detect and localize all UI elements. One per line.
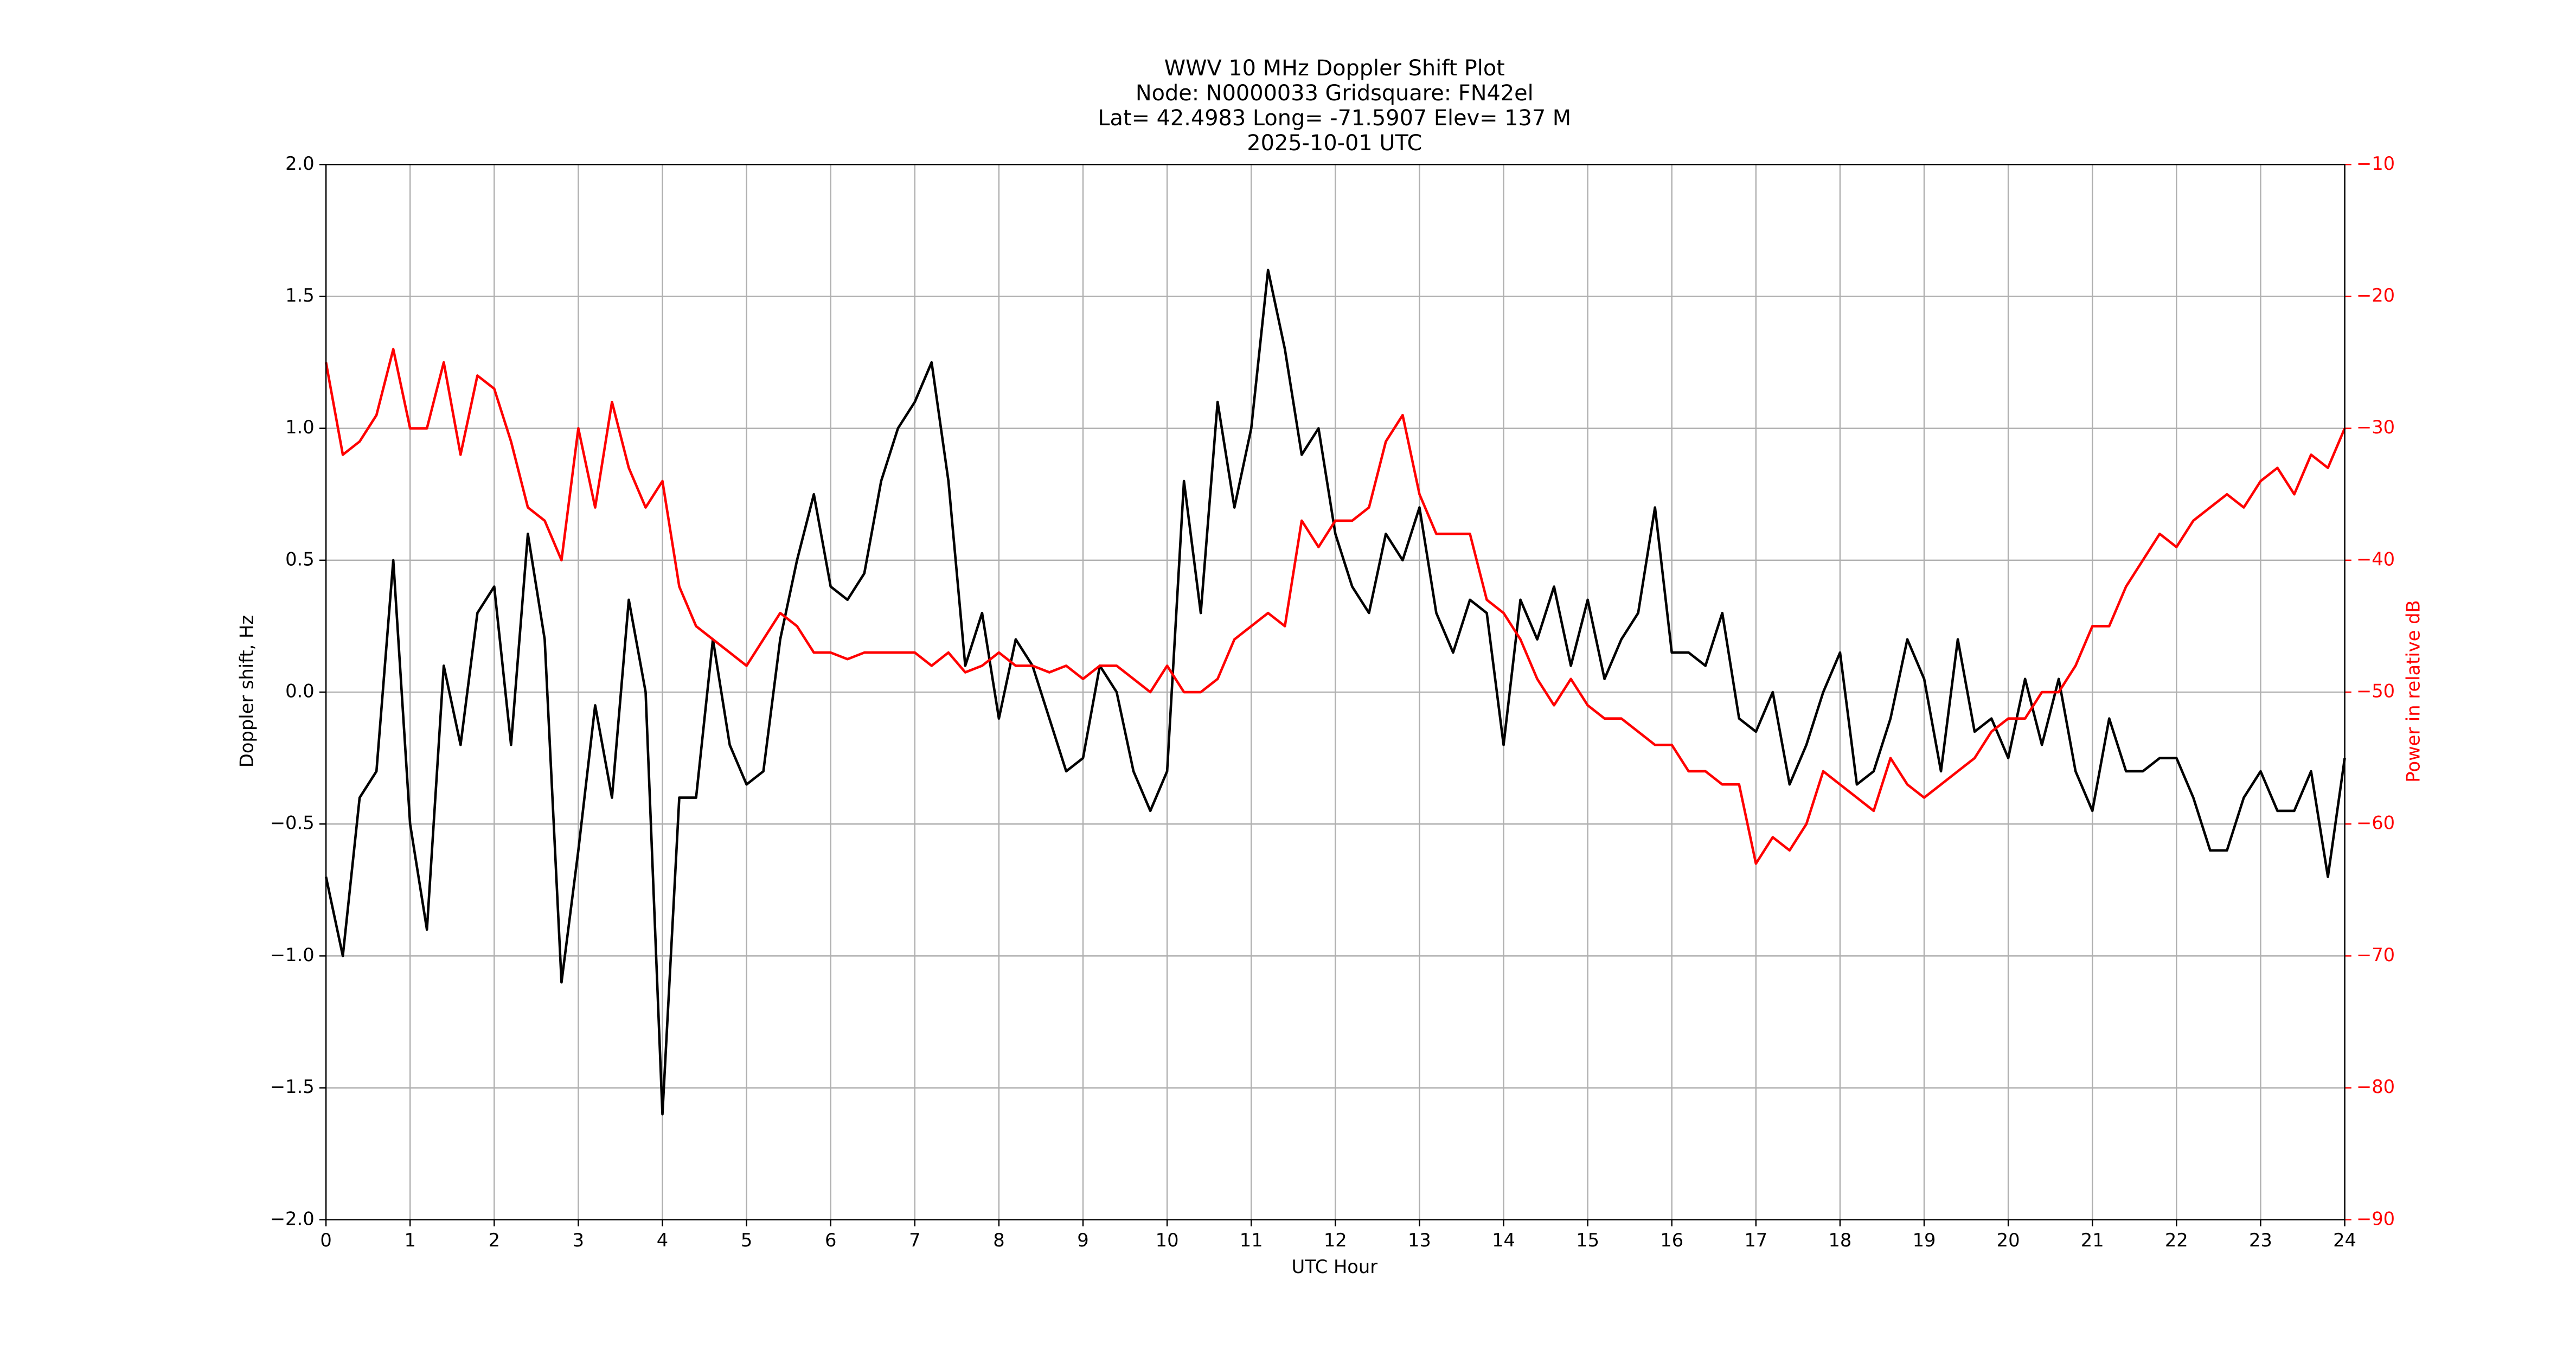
x-tick-label: 17 [1744,1230,1767,1251]
y-tick-label: −0.5 [270,813,315,834]
x-tick-label: 4 [657,1230,668,1251]
data-line [324,348,2346,865]
y2-tick-label: −80 [2356,1076,2395,1097]
x-tick-label: 9 [1077,1230,1088,1251]
y-tick-label: 1.0 [285,417,315,438]
x-tick-label: 5 [741,1230,752,1251]
x-tick-label: 24 [2333,1230,2356,1251]
x-tick-label: 23 [2249,1230,2272,1251]
x-tick-label: 1 [404,1230,415,1251]
x-tick-label: 7 [909,1230,920,1251]
x-tick-label: 21 [2081,1230,2104,1251]
x-tick-label: 18 [1828,1230,1851,1251]
y-axis-label: Doppler shift, Hz [236,615,258,767]
x-tick-label: 13 [1408,1230,1431,1251]
data-line [324,268,2346,1116]
y-tick-label: 2.0 [285,153,315,174]
y-tick-label: −1.5 [270,1076,315,1097]
chart-title: WWV 10 MHz Doppler Shift Plot [1164,56,1505,81]
x-tick-label: 0 [320,1230,331,1251]
y-tick-label: −1.0 [270,944,315,965]
subtitle: Lat= 42.4983 Long= -71.5907 Elev= 137 M [1098,106,1571,131]
y2-tick-label: −20 [2356,285,2395,306]
x-tick-label: 2 [489,1230,500,1251]
y2-tick-label: −70 [2356,944,2395,965]
x-tick-label: 12 [1324,1230,1347,1251]
x-tick-label: 15 [1576,1230,1599,1251]
y2-tick-label: −10 [2356,153,2395,174]
y-tick-label: −2.0 [270,1208,315,1229]
x-tick-label: 16 [1660,1230,1683,1251]
x-tick-label: 20 [1997,1230,2020,1251]
plot-frame [325,164,2346,1220]
y2-tick-label: −40 [2356,548,2395,570]
y-tick-label: 1.5 [285,285,315,306]
x-tick-label: 3 [573,1230,584,1251]
y2-tick-label: −90 [2356,1208,2395,1229]
y2-tick-label: −60 [2356,813,2395,834]
subtitle: Node: N0000033 Gridsquare: FN42el [1136,81,1534,106]
y2-tick-label: −50 [2356,681,2395,702]
x-tick-label: 14 [1492,1230,1515,1251]
y-tick-label: 0.5 [285,548,315,570]
y2-axis-label: Power in relative dB [2403,600,2424,782]
x-tick-label: 8 [993,1230,1004,1251]
x-tick-label: 22 [2165,1230,2188,1251]
x-tick-label: 6 [825,1230,836,1251]
x-tick-label: 19 [1913,1230,1936,1251]
y2-tick-label: −30 [2356,417,2395,438]
y-tick-label: 0.0 [285,681,315,702]
x-tick-label: 10 [1156,1230,1179,1251]
x-tick-label: 11 [1240,1230,1263,1251]
subtitle: 2025-10-01 UTC [1247,131,1422,156]
x-axis-label: UTC Hour [1291,1256,1377,1277]
